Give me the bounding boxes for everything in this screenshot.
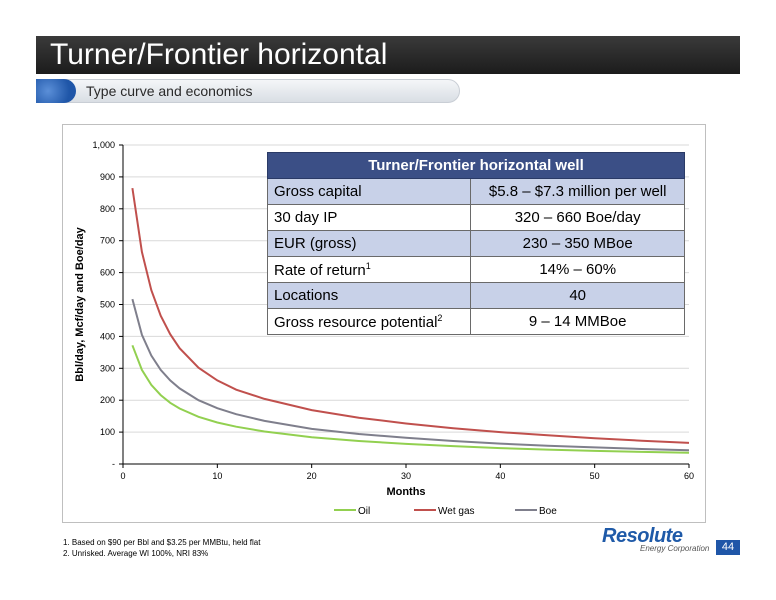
- footnote-marker: 1: [365, 260, 371, 271]
- table-row: Rate of return1 14% – 60%: [266, 256, 685, 283]
- series-line-wet-gas: [131, 187, 690, 444]
- table-row-label: Locations: [266, 282, 472, 309]
- slide-title: Turner/Frontier horizontal: [50, 38, 388, 71]
- title-bar: Turner/Frontier horizontal: [36, 36, 740, 74]
- subtitle-accent: [36, 79, 76, 103]
- x-tick-label: 60: [684, 471, 694, 481]
- x-tick-label: 10: [212, 471, 222, 481]
- row-label-text: Rate of return: [274, 261, 366, 279]
- y-axis-title: Bbl/day, Mcf/day and Boe/day: [74, 226, 86, 381]
- table-header: Turner/Frontier horizontal well: [267, 152, 685, 179]
- slide-subtitle: Type curve and economics: [86, 83, 253, 99]
- x-tick-label: 0: [120, 471, 125, 481]
- footnotes: 1. Based on $90 per Bbl and $3.25 per MM…: [63, 537, 260, 559]
- row-label-text: Gross capital: [274, 183, 362, 200]
- x-tick-label: 50: [590, 471, 600, 481]
- y-tick-label: 400: [100, 331, 115, 341]
- table-row: Gross capital $5.8 – $7.3 million per wel…: [266, 178, 685, 205]
- y-tick-label: 200: [100, 395, 115, 405]
- footnote-2: 2. Unrisked. Average WI 100%, NRI 83%: [63, 549, 209, 558]
- table-row-label: 30 day IP: [266, 204, 472, 231]
- y-tick-label: 1,000: [92, 140, 115, 150]
- table-row-value: 40: [470, 282, 685, 309]
- company-logo: Resolute: [602, 525, 683, 547]
- legend-label: Boe: [539, 506, 557, 517]
- table-row-value: 320 – 660 Boe/day: [470, 204, 685, 231]
- legend-label: Oil: [358, 506, 370, 517]
- row-label-text: Locations: [274, 287, 339, 304]
- table-row-label: Gross resource potential2: [266, 308, 472, 335]
- y-tick-label: 100: [100, 427, 115, 437]
- series-line-oil: [131, 344, 690, 454]
- y-tick-label: 900: [100, 172, 115, 182]
- table-row: EUR (gross) 230 – 350 MBoe: [266, 230, 685, 257]
- x-tick-label: 40: [495, 471, 505, 481]
- footnote-marker: 2: [437, 312, 443, 323]
- table-row-value: 14% – 60%: [470, 256, 685, 283]
- row-label-text: EUR (gross): [274, 235, 357, 252]
- table-row-value: $5.8 – $7.3 million per well: [470, 178, 685, 205]
- y-tick-label: 600: [100, 268, 115, 278]
- footnote-1: 1. Based on $90 per Bbl and $3.25 per MM…: [63, 538, 261, 547]
- x-tick-label: 20: [307, 471, 317, 481]
- row-label-text: 30 day IP: [274, 209, 338, 226]
- y-tick-label: -: [112, 459, 115, 469]
- legend-label: Wet gas: [438, 506, 475, 517]
- table-row: 30 day IP 320 – 660 Boe/day: [266, 204, 685, 231]
- company-logo-tagline: Energy Corporation: [640, 544, 710, 553]
- y-tick-label: 700: [100, 236, 115, 246]
- row-label-text: Gross resource potential: [274, 313, 438, 331]
- table-row-label: EUR (gross): [266, 230, 472, 257]
- well-economics-table: Turner/Frontier horizontal well Gross ca…: [266, 152, 685, 335]
- table-row: Locations 40: [266, 282, 685, 309]
- page-number: 44: [716, 540, 740, 555]
- y-tick-label: 500: [100, 300, 115, 310]
- table-row-label: Rate of return1: [266, 256, 472, 283]
- table-row: Gross resource potential2 9 – 14 MMBoe: [266, 308, 685, 335]
- table-row-value: 9 – 14 MMBoe: [470, 308, 685, 335]
- y-tick-label: 300: [100, 363, 115, 373]
- table-row-label: Gross capital: [266, 178, 472, 205]
- y-tick-label: 800: [100, 204, 115, 214]
- x-axis-title: Months: [386, 486, 425, 498]
- table-row-value: 230 – 350 MBoe: [470, 230, 685, 257]
- subtitle-bar: [36, 79, 460, 103]
- series-line-boe: [131, 298, 690, 452]
- x-tick-label: 30: [401, 471, 411, 481]
